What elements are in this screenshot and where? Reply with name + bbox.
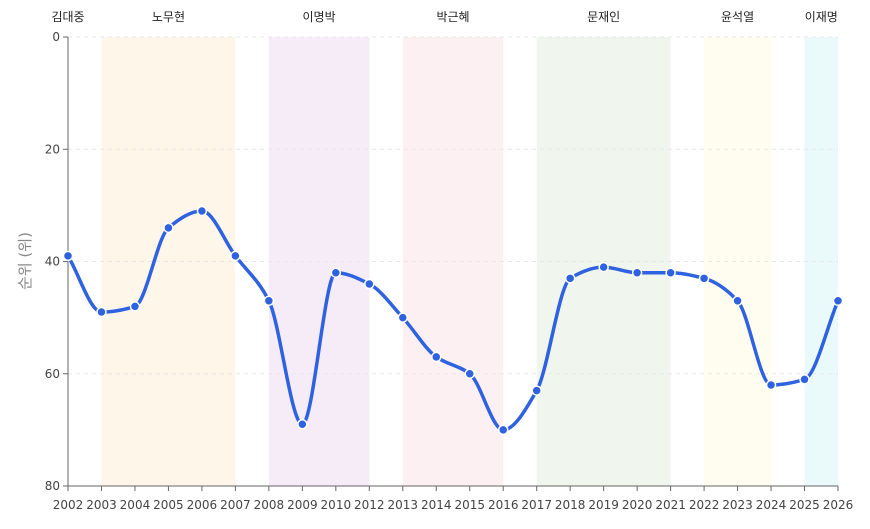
- term-band-5: [704, 37, 772, 486]
- term-label-0: 김대중: [51, 10, 84, 24]
- x-tick-label-10: 2013: [388, 498, 419, 512]
- rank-point-2008[interactable]: [263, 295, 275, 307]
- rank-point-2017[interactable]: [531, 385, 542, 396]
- rank-point-2005[interactable]: [163, 222, 174, 234]
- rank-point-2009[interactable]: [297, 419, 308, 430]
- rank-point-2019[interactable]: [598, 261, 609, 273]
- term-label-6: 이재명: [805, 10, 838, 24]
- x-tick-label-3: 2005: [153, 498, 184, 512]
- rank-point-2024[interactable]: [765, 379, 777, 391]
- term-label-3: 박근혜: [436, 10, 469, 24]
- rank-point-2010[interactable]: [330, 267, 342, 278]
- x-tick-label-22: 2025: [789, 498, 820, 512]
- rank-point-2014[interactable]: [431, 351, 442, 363]
- x-tick-label-19: 2022: [689, 498, 720, 512]
- term-label-5: 윤석열: [721, 10, 754, 24]
- x-tick-label-1: 2003: [86, 498, 117, 512]
- rank-point-2012[interactable]: [364, 278, 375, 290]
- rank-point-2026[interactable]: [832, 295, 844, 307]
- y-ticks: 0 20 40 60 80: [45, 30, 68, 493]
- rank-point-2007[interactable]: [230, 250, 241, 262]
- x-tick-label-2: 2004: [120, 498, 151, 512]
- y-tick-label-3: 60: [45, 367, 60, 381]
- x-ticks: 2002 2003 2004 2005 2006 2007 2008 2009 2010 2012…: [53, 486, 854, 512]
- term-label-1: 노무현: [152, 10, 185, 24]
- x-tick-label-15: 2018: [555, 498, 586, 512]
- x-tick-label-16: 2019: [588, 498, 619, 512]
- rank-point-2022[interactable]: [698, 273, 710, 284]
- y-tick-label-2: 40: [45, 255, 60, 269]
- president-labels: 김대중 노무현 이명박 박근혜 문재인 윤석열 이재명: [51, 10, 837, 24]
- x-tick-label-9: 2012: [354, 498, 385, 512]
- x-tick-label-23: 2026: [823, 498, 854, 512]
- x-tick-label-21: 2024: [756, 498, 787, 512]
- rank-point-2025[interactable]: [799, 374, 810, 385]
- x-tick-label-5: 2007: [220, 498, 251, 512]
- y-tick-label-4: 80: [45, 479, 60, 493]
- x-tick-label-6: 2008: [254, 498, 285, 512]
- x-tick-label-11: 2014: [421, 498, 452, 512]
- rank-point-2015[interactable]: [464, 368, 475, 379]
- rank-point-2004[interactable]: [129, 301, 141, 312]
- y-axis-label: 순위 (위): [16, 232, 34, 290]
- x-tick-label-0: 2002: [53, 498, 84, 512]
- x-tick-label-7: 2009: [287, 498, 318, 512]
- rank-point-2013[interactable]: [397, 312, 409, 323]
- x-tick-label-4: 2006: [187, 498, 218, 512]
- term-label-4: 문재인: [587, 10, 620, 24]
- x-tick-label-17: 2020: [622, 498, 653, 512]
- x-tick-label-8: 2010: [321, 498, 352, 512]
- rank-point-2023[interactable]: [732, 295, 743, 307]
- x-tick-label-14: 2017: [521, 498, 552, 512]
- rank-point-2018[interactable]: [564, 273, 576, 284]
- rank-point-2020[interactable]: [631, 267, 643, 278]
- y-tick-label-0: 0: [52, 30, 60, 44]
- x-tick-label-12: 2015: [454, 498, 485, 512]
- y-tick-label-1: 20: [45, 142, 60, 156]
- x-tick-label-13: 2016: [488, 498, 519, 512]
- series-rank: [62, 205, 844, 436]
- rank-point-2002[interactable]: [62, 250, 74, 262]
- term-label-2: 이명박: [303, 10, 336, 24]
- x-tick-label-20: 2023: [722, 498, 753, 512]
- rank-point-2006[interactable]: [196, 205, 208, 217]
- gridlines: [68, 36, 838, 375]
- rank-point-2021[interactable]: [665, 267, 676, 278]
- rank-point-2016[interactable]: [497, 424, 509, 436]
- x-tick-label-18: 2021: [655, 498, 686, 512]
- rank-point-2003[interactable]: [96, 306, 107, 318]
